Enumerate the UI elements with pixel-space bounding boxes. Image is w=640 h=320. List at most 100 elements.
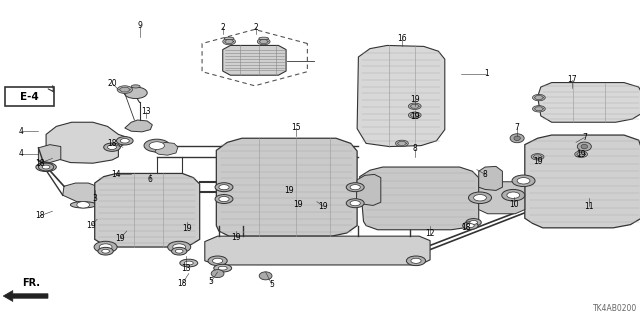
Ellipse shape xyxy=(259,272,272,280)
Circle shape xyxy=(463,222,478,229)
Text: 2: 2 xyxy=(253,23,259,32)
Text: 18: 18 xyxy=(35,212,44,220)
Polygon shape xyxy=(538,83,640,122)
Polygon shape xyxy=(38,145,61,163)
Circle shape xyxy=(350,185,360,190)
Polygon shape xyxy=(95,173,200,247)
Circle shape xyxy=(117,86,132,93)
Text: 20: 20 xyxy=(107,79,117,88)
Text: 5: 5 xyxy=(209,277,214,286)
Text: 7: 7 xyxy=(582,133,587,142)
Ellipse shape xyxy=(259,37,269,40)
Circle shape xyxy=(98,247,113,255)
Text: 19: 19 xyxy=(532,157,543,166)
Text: 2: 2 xyxy=(220,23,225,32)
Text: TK4AB0200: TK4AB0200 xyxy=(593,304,637,313)
Circle shape xyxy=(77,202,90,208)
Circle shape xyxy=(474,195,486,201)
Circle shape xyxy=(512,175,535,187)
Text: 19: 19 xyxy=(410,112,420,121)
Text: 19: 19 xyxy=(284,186,294,195)
Text: 19: 19 xyxy=(292,200,303,209)
Circle shape xyxy=(507,192,520,198)
Circle shape xyxy=(346,183,364,192)
Text: 7: 7 xyxy=(515,124,520,132)
Circle shape xyxy=(38,163,54,171)
Ellipse shape xyxy=(214,264,232,272)
Circle shape xyxy=(168,241,191,253)
Polygon shape xyxy=(360,167,479,230)
Circle shape xyxy=(396,140,408,147)
Polygon shape xyxy=(356,174,381,205)
Ellipse shape xyxy=(581,144,588,149)
Text: 13: 13 xyxy=(180,264,191,273)
FancyBboxPatch shape xyxy=(5,87,54,106)
Circle shape xyxy=(42,165,50,169)
Circle shape xyxy=(99,244,112,250)
Ellipse shape xyxy=(510,134,524,143)
Ellipse shape xyxy=(40,164,52,170)
Text: 4: 4 xyxy=(19,127,24,136)
Circle shape xyxy=(411,258,421,263)
Polygon shape xyxy=(479,166,502,190)
Text: 19: 19 xyxy=(115,234,125,243)
Text: 17: 17 xyxy=(566,76,577,84)
Ellipse shape xyxy=(184,261,193,265)
Text: 14: 14 xyxy=(111,170,122,179)
Circle shape xyxy=(532,106,545,112)
Text: 12: 12 xyxy=(426,229,435,238)
Polygon shape xyxy=(525,135,640,228)
Text: 18: 18 xyxy=(35,159,44,168)
Text: 19: 19 xyxy=(318,202,328,211)
Text: 19: 19 xyxy=(182,224,192,233)
Circle shape xyxy=(517,178,530,184)
Circle shape xyxy=(102,249,109,253)
Circle shape xyxy=(124,87,147,99)
Circle shape xyxy=(208,256,227,266)
Circle shape xyxy=(215,183,233,192)
Ellipse shape xyxy=(514,136,520,140)
Circle shape xyxy=(408,112,421,118)
Circle shape xyxy=(502,189,525,201)
Ellipse shape xyxy=(36,163,56,172)
Circle shape xyxy=(144,139,170,152)
Text: 18: 18 xyxy=(461,223,470,232)
Text: 15: 15 xyxy=(291,124,301,132)
Circle shape xyxy=(175,249,183,253)
Polygon shape xyxy=(357,45,445,147)
Polygon shape xyxy=(3,291,48,301)
Circle shape xyxy=(466,219,481,226)
Text: 4: 4 xyxy=(19,149,24,158)
Polygon shape xyxy=(46,122,128,163)
Text: 18: 18 xyxy=(108,140,116,148)
Circle shape xyxy=(120,139,129,143)
Polygon shape xyxy=(216,138,357,236)
Polygon shape xyxy=(479,182,525,214)
Circle shape xyxy=(223,38,236,45)
Circle shape xyxy=(212,258,223,263)
Circle shape xyxy=(257,38,270,45)
Circle shape xyxy=(215,195,233,204)
Circle shape xyxy=(532,94,545,101)
Ellipse shape xyxy=(577,142,591,151)
Circle shape xyxy=(219,185,229,190)
Ellipse shape xyxy=(131,85,140,88)
Text: FR.: FR. xyxy=(22,278,40,288)
Circle shape xyxy=(346,199,364,208)
Ellipse shape xyxy=(218,266,227,270)
Polygon shape xyxy=(63,183,106,203)
Circle shape xyxy=(94,241,117,253)
Text: 6: 6 xyxy=(148,175,153,184)
Circle shape xyxy=(531,154,544,160)
Text: 1: 1 xyxy=(484,69,489,78)
Text: 19: 19 xyxy=(230,233,241,242)
Ellipse shape xyxy=(70,202,96,208)
Circle shape xyxy=(104,143,120,151)
Circle shape xyxy=(468,192,492,204)
Ellipse shape xyxy=(180,259,198,267)
Text: 10: 10 xyxy=(509,200,519,209)
Text: 8: 8 xyxy=(412,144,417,153)
Circle shape xyxy=(470,220,477,224)
Text: 9: 9 xyxy=(137,21,142,30)
Text: 8: 8 xyxy=(483,170,488,179)
